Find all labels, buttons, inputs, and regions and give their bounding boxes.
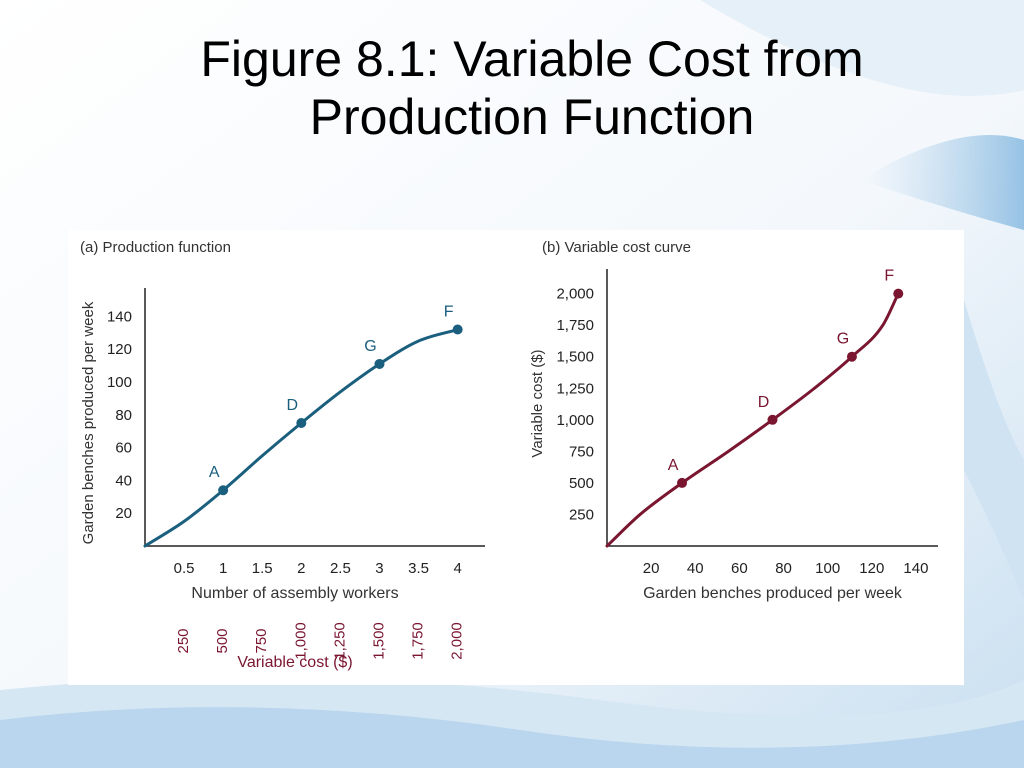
production-cost-tick-label: 1,750 [410, 622, 427, 660]
production-cost-tick-label: 250 [175, 628, 192, 653]
variable-cost-y-tick-label: 500 [569, 475, 594, 492]
variable-cost-x-tick-label: 40 [687, 560, 704, 577]
variable-cost-y-tick-label: 2,000 [556, 286, 594, 303]
slide-title-line-2: Production Function [309, 89, 755, 145]
figure-panel: (a) Production function 0.5 1 1.5 2 2.5 3 3.5 4 2… [68, 230, 964, 685]
production-y-tick-label: 140 [107, 308, 132, 325]
production-chart-title: (a) Production function [80, 239, 231, 256]
variable-cost-x-tick-label: 80 [775, 560, 792, 577]
production-point-f [452, 324, 463, 335]
production-cost-axis-label: Variable cost ($) [237, 654, 352, 671]
variable-cost-y-axis-label: Variable cost ($) [529, 349, 546, 457]
production-y-tick-label: 60 [115, 440, 132, 457]
production-y-axis-label: Garden benches produced per week [80, 301, 97, 544]
production-x-tick-label: 2 [297, 560, 305, 577]
variable-cost-point-label-f: F [884, 268, 894, 285]
production-point-a [218, 485, 229, 496]
variable-cost-y-tick-label: 250 [569, 506, 594, 523]
variable-cost-point-label-d: D [758, 394, 770, 411]
variable-cost-x-tick-label: 20 [643, 560, 660, 577]
production-cost-tick-label: 1,250 [331, 622, 348, 660]
variable-cost-y-tick-label: 1,750 [556, 317, 594, 334]
production-cost-tick-label: 1,000 [292, 622, 309, 660]
production-y-tick-label: 80 [115, 407, 132, 424]
variable-cost-point-a [677, 477, 688, 488]
variable-cost-y-tick-label: 1,250 [556, 380, 594, 397]
variable-cost-y-tick-label: 750 [569, 443, 594, 460]
production-cost-tick-label: 750 [253, 628, 270, 653]
production-y-tick-label: 20 [115, 505, 132, 522]
production-x-tick-label: 0.5 [174, 560, 195, 577]
variable-cost-chart-title: (b) Variable cost curve [542, 239, 691, 256]
variable-cost-point-d [767, 414, 778, 425]
production-point-label-g: G [364, 338, 376, 355]
production-point-label-a: A [209, 464, 220, 481]
variable-cost-x-axis-label: Garden benches produced per week [643, 585, 903, 602]
variable-cost-point-label-a: A [668, 457, 679, 474]
production-point-d [296, 418, 307, 428]
production-x-axis-label: Number of assembly workers [191, 585, 398, 602]
production-cost-tick-label: 1,500 [370, 622, 387, 660]
variable-cost-x-tick-label: 60 [731, 560, 748, 577]
production-x-tick-label: 2.5 [330, 560, 351, 577]
production-x-tick-label: 1 [219, 560, 227, 577]
production-x-tick-label: 3.5 [408, 560, 429, 577]
production-point-g [374, 358, 385, 369]
production-x-tick-label: 1.5 [252, 560, 273, 577]
production-point-label-d: D [287, 397, 299, 414]
variable-cost-point-f [893, 288, 904, 299]
production-x-tick-label: 3 [375, 560, 383, 577]
variable-cost-curve [605, 292, 900, 548]
variable-cost-x-tick-label: 140 [903, 560, 928, 577]
slide-title-line-1: Figure 8.1: Variable Cost from [200, 31, 864, 87]
variable-cost-y-tick-label: 1,500 [556, 349, 594, 366]
variable-cost-point-label-g: G [837, 331, 849, 348]
production-y-tick-label: 40 [115, 472, 132, 489]
production-cost-tick-label: 2,000 [449, 622, 466, 660]
variable-cost-x-tick-label: 120 [859, 560, 884, 577]
production-y-tick-label: 120 [107, 341, 132, 358]
variable-cost-point-g [846, 351, 857, 362]
variable-cost-y-tick-label: 1,000 [556, 412, 594, 429]
production-y-tick-label: 100 [107, 374, 132, 391]
production-x-tick-label: 4 [453, 560, 461, 577]
figure-svg: (a) Production function 0.5 1 1.5 2 2.5 3 3.5 4 2… [80, 239, 938, 671]
variable-cost-x-tick-label: 100 [815, 560, 840, 577]
production-curve [143, 328, 460, 548]
production-cost-tick-label: 500 [214, 628, 231, 653]
production-point-label-f: F [444, 304, 454, 321]
slide-title: Figure 8.1: Variable Cost from Productio… [0, 30, 1024, 146]
